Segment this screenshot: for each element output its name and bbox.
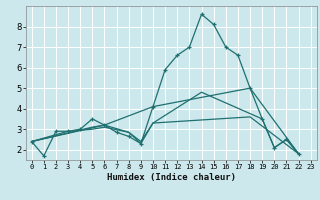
X-axis label: Humidex (Indice chaleur): Humidex (Indice chaleur) (107, 173, 236, 182)
